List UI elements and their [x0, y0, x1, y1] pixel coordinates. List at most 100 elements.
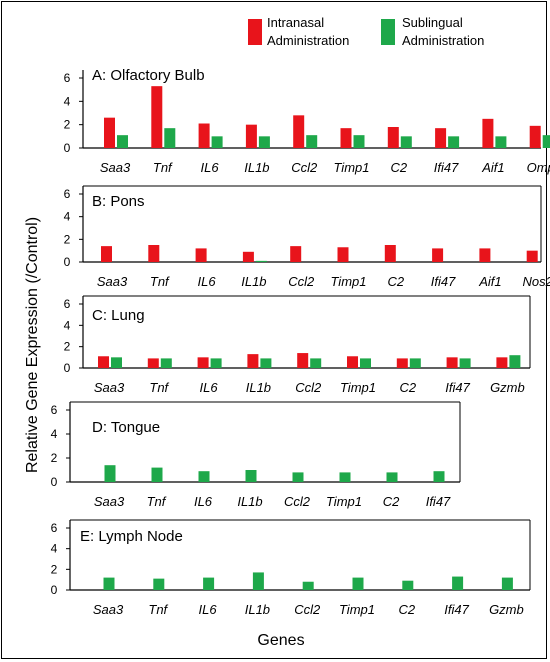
- panel-title: E: Lymph Node: [80, 528, 183, 545]
- legend-label-sublingual-line2: Administration: [402, 33, 484, 48]
- bar-intranasal: [526, 250, 538, 262]
- legend: Intranasal Administration Sublingual Adm…: [248, 15, 484, 48]
- category-label: Tnf: [147, 494, 167, 509]
- category-label: Omp: [527, 160, 550, 175]
- category-label: IL1b: [237, 494, 262, 509]
- bar-intranasal: [242, 251, 254, 262]
- category-label: C2: [383, 494, 400, 509]
- y-tick-label: 0: [51, 583, 58, 597]
- bar-sublingual: [352, 577, 364, 590]
- y-tick-label: 6: [51, 521, 58, 535]
- category-label: IL1b: [244, 160, 269, 175]
- x-axis-label: Genes: [257, 632, 304, 649]
- bar-sublingual: [400, 136, 412, 148]
- category-label: Ifi47: [444, 602, 469, 617]
- y-tick-label: 2: [64, 232, 71, 246]
- category-label: IL6: [201, 160, 220, 175]
- bar-sublingual: [542, 135, 550, 148]
- y-tick-label: 2: [64, 340, 71, 354]
- bar-intranasal: [98, 356, 109, 368]
- bar-intranasal: [384, 245, 396, 262]
- bar-sublingual: [111, 357, 122, 368]
- panel-5: 0 2 4 6 E: Lymph Node Saa3 Tnf IL6 IL1b Ccl2 Timp1…: [51, 519, 531, 617]
- bar-sublingual: [198, 471, 210, 482]
- category-label: C2: [387, 274, 404, 289]
- bar-sublingual: [153, 578, 165, 590]
- bar-intranasal: [529, 125, 541, 148]
- bar-intranasal: [347, 356, 358, 368]
- category-label: Timp1: [330, 274, 366, 289]
- panel-3: 0 2 4 6 C: Lung Saa3 Tnf IL6 IL1b Ccl2 Timp1 C2 Ifi4…: [64, 295, 531, 395]
- bar-sublingual: [211, 136, 223, 148]
- bar-sublingual: [402, 580, 414, 590]
- y-tick-label: 2: [64, 118, 71, 132]
- panel-4: 0 2 4 6 D: Tongue Saa3 Tnf IL6 IL1b Ccl2 Timp1 C2 If…: [51, 401, 461, 509]
- bar-sublingual: [409, 358, 421, 368]
- bar-intranasal: [197, 357, 209, 368]
- category-label: Ccl2: [295, 380, 322, 395]
- y-tick-label: 2: [51, 562, 58, 576]
- category-label: Saa3: [100, 160, 131, 175]
- bar-sublingual: [255, 260, 267, 262]
- bar-sublingual: [452, 576, 464, 590]
- bar-sublingual: [433, 471, 445, 482]
- category-label: C2: [398, 602, 415, 617]
- bar-sublingual: [260, 358, 272, 368]
- bar-sublingual: [448, 136, 460, 148]
- category-label: Saa3: [97, 274, 128, 289]
- legend-swatch-sublingual: [381, 19, 395, 45]
- bar-intranasal: [387, 127, 399, 148]
- category-label: Saa3: [94, 494, 125, 509]
- bar-intranasal: [147, 358, 159, 368]
- category-label: Saa3: [94, 380, 125, 395]
- category-label: Gzmb: [489, 602, 524, 617]
- y-tick-label: 0: [64, 255, 71, 269]
- category-label: Ccl2: [288, 274, 315, 289]
- category-label: Timp1: [340, 380, 376, 395]
- bar-intranasal: [104, 117, 115, 148]
- bar-intranasal: [297, 353, 309, 368]
- bar-sublingual: [104, 465, 116, 482]
- category-label: Timp1: [339, 602, 375, 617]
- y-tick-label: 4: [51, 427, 58, 441]
- bar-sublingual: [360, 358, 371, 368]
- category-label: C2: [399, 380, 416, 395]
- bar-sublingual: [495, 136, 507, 148]
- category-label: Nos2: [523, 274, 550, 289]
- bar-sublingual: [302, 581, 314, 590]
- bar-sublingual: [151, 467, 163, 482]
- y-tick-label: 4: [64, 210, 71, 224]
- bar-sublingual: [252, 572, 264, 590]
- bar-intranasal: [290, 246, 302, 262]
- bar-sublingual: [509, 355, 521, 368]
- category-label: Ifi47: [445, 380, 470, 395]
- y-tick-label: 6: [64, 187, 71, 201]
- panel-title: A: Olfactory Bulb: [92, 67, 205, 84]
- y-tick-label: 6: [51, 403, 58, 417]
- bar-intranasal: [337, 247, 349, 262]
- category-label: IL1b: [241, 274, 266, 289]
- category-label: Ifi47: [426, 494, 451, 509]
- category-label: IL6: [199, 602, 218, 617]
- category-label: Ccl2: [284, 494, 311, 509]
- y-tick-label: 0: [64, 361, 71, 375]
- bar-sublingual: [353, 135, 365, 148]
- category-label: Tnf: [150, 274, 170, 289]
- bar-sublingual: [306, 135, 318, 148]
- category-label: Timp1: [333, 160, 369, 175]
- bar-intranasal: [247, 354, 259, 368]
- category-label: IL1b: [246, 380, 271, 395]
- category-label: Aif1: [481, 160, 504, 175]
- bar-intranasal: [435, 128, 447, 148]
- y-tick-label: 0: [51, 475, 58, 489]
- category-label: Saa3: [93, 602, 124, 617]
- bar-sublingual: [501, 577, 513, 590]
- bar-intranasal: [482, 118, 494, 148]
- bar-sublingual: [339, 472, 351, 482]
- bar-sublingual: [117, 135, 128, 148]
- category-label: Ccl2: [294, 602, 321, 617]
- bar-intranasal: [151, 86, 163, 148]
- bar-intranasal: [195, 248, 207, 262]
- bar-intranasal: [446, 357, 458, 368]
- y-axis-label: Relative Gene Expression (/Control): [24, 217, 41, 473]
